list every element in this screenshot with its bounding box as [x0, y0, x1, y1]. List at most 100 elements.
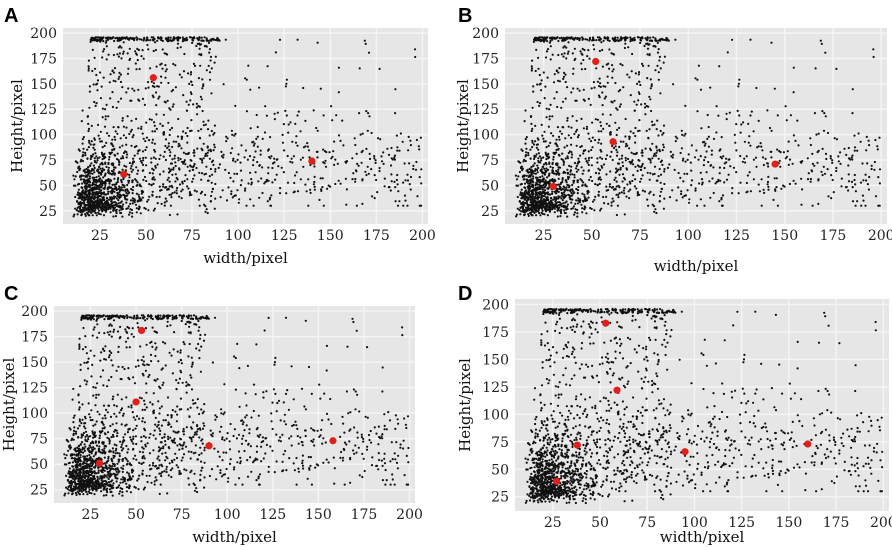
data-point: [104, 210, 107, 213]
data-point: [519, 193, 522, 196]
data-point: [73, 178, 76, 181]
data-point: [763, 191, 766, 194]
data-point: [112, 195, 116, 198]
data-point: [97, 440, 101, 443]
data-point: [209, 55, 213, 59]
data-point: [128, 132, 131, 136]
data-point: [614, 145, 617, 148]
data-point: [684, 104, 687, 107]
data-point: [354, 177, 357, 181]
data-point: [718, 166, 722, 169]
data-point: [100, 476, 103, 479]
data-point: [613, 99, 616, 102]
data-point: [831, 178, 834, 182]
data-point: [588, 57, 591, 60]
data-point: [210, 160, 214, 163]
x-tick-label: 200: [409, 228, 436, 244]
data-point: [816, 151, 819, 154]
data-point: [128, 173, 131, 176]
data-point: [173, 157, 176, 160]
data-point: [101, 163, 104, 166]
data-point: [725, 161, 728, 164]
data-point: [160, 202, 163, 205]
data-point: [137, 88, 140, 91]
data-point: [607, 202, 610, 205]
data-point: [701, 141, 705, 144]
data-point: [629, 130, 632, 133]
data-point: [674, 135, 677, 138]
data-point: [656, 119, 659, 122]
data-point: [94, 36, 97, 39]
data-point: [261, 191, 264, 195]
data-point: [210, 190, 214, 193]
data-point: [180, 135, 183, 138]
data-point: [814, 67, 817, 70]
data-point: [87, 127, 91, 130]
data-point: [821, 110, 824, 113]
data-point: [382, 162, 385, 165]
data-point: [117, 55, 120, 58]
data-point: [95, 155, 98, 158]
data-point: [213, 146, 216, 149]
data-point: [213, 124, 216, 127]
data-point: [164, 144, 167, 148]
data-point: [640, 165, 643, 169]
data-point: [202, 85, 205, 88]
data-point: [809, 177, 813, 181]
data-point: [80, 158, 83, 161]
data-point: [668, 163, 671, 166]
data-point: [285, 78, 288, 81]
data-point: [355, 204, 358, 207]
data-point: [718, 172, 721, 175]
data-point: [611, 101, 614, 104]
data-point: [126, 462, 129, 465]
x-tick-label: 125: [271, 228, 298, 244]
data-point: [125, 156, 128, 159]
data-point: [107, 161, 110, 164]
data-point: [859, 181, 863, 184]
data-point: [74, 475, 77, 478]
data-point: [249, 127, 252, 130]
data-point: [420, 204, 423, 207]
data-point: [185, 36, 188, 39]
data-point: [811, 152, 814, 155]
data-point: [629, 36, 632, 39]
data-point: [709, 164, 712, 167]
data-point: [204, 154, 207, 158]
data-point: [195, 102, 198, 105]
data-point: [119, 440, 122, 443]
data-point: [581, 192, 584, 195]
data-point: [205, 165, 208, 168]
data-point: [412, 167, 415, 171]
data-point: [89, 442, 92, 445]
data-point: [128, 176, 131, 179]
data-point: [562, 191, 566, 194]
data-point: [601, 48, 604, 52]
data-point: [659, 173, 663, 176]
data-point: [558, 67, 561, 70]
data-point: [131, 202, 134, 205]
data-point: [286, 181, 290, 184]
data-point: [536, 164, 539, 167]
data-point: [657, 71, 660, 74]
data-point: [72, 215, 75, 218]
data-point: [567, 134, 570, 137]
data-point: [76, 200, 79, 203]
data-point: [85, 204, 88, 207]
data-point: [239, 169, 243, 172]
data-point: [134, 50, 137, 53]
data-point: [162, 155, 165, 158]
data-point: [394, 200, 397, 203]
data-point: [537, 138, 540, 141]
data-point: [624, 135, 627, 138]
data-point: [389, 189, 392, 192]
data-point: [99, 97, 102, 100]
data-point: [611, 185, 615, 189]
data-point: [264, 180, 267, 183]
data-point: [594, 195, 597, 198]
data-point: [95, 191, 98, 194]
data-point: [103, 174, 106, 177]
data-point: [545, 198, 548, 201]
data-point: [555, 69, 559, 72]
data-point: [597, 193, 600, 196]
